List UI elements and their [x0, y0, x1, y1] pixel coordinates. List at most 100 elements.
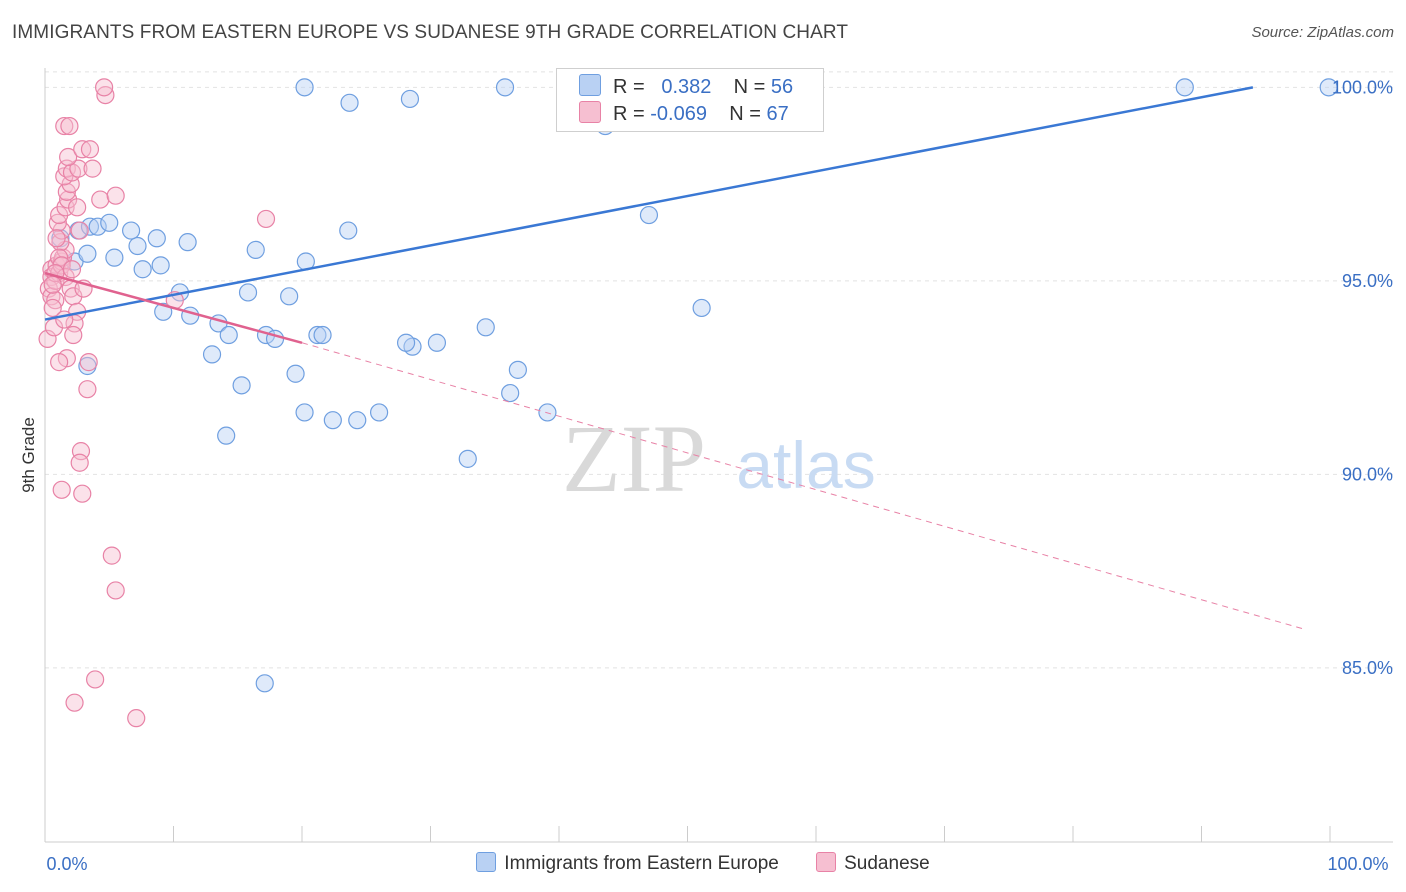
blue-point	[202, 345, 222, 364]
y-tick-label: 95.0%	[1342, 271, 1393, 291]
y-axis-label: 9th Grade	[19, 417, 38, 493]
blue-point	[639, 205, 659, 225]
pink-trend-line	[44, 271, 303, 344]
pink-point	[91, 190, 110, 209]
legend-pink-n-label: N =	[729, 103, 761, 125]
watermark-atlas: atlas	[736, 428, 875, 502]
blue-point	[1175, 78, 1194, 97]
pink-point	[106, 581, 125, 600]
blue-point	[238, 283, 258, 302]
pink-point	[70, 221, 89, 240]
data-points	[38, 78, 1338, 728]
watermark-zip: ZIP	[562, 405, 706, 512]
blue-point	[105, 248, 124, 267]
pink-point	[43, 275, 62, 294]
blue-point	[88, 217, 107, 236]
blue-point	[178, 233, 197, 252]
pink-point	[106, 186, 125, 205]
legend-item-sudanese[interactable]: Sudanese	[816, 852, 930, 875]
legend-swatch-sudanese	[816, 852, 837, 872]
blue-point	[121, 221, 141, 240]
legend-row-pink: R = -0.069 N = 67	[579, 101, 789, 127]
blue-point	[133, 260, 152, 279]
legend-pink-n-value: 67	[766, 103, 789, 125]
blue-point	[495, 78, 515, 97]
blue-point	[255, 674, 274, 693]
legend-blue-r-value: 0.382	[661, 76, 712, 98]
legend-label-eastern-europe: Immigrants from Eastern Europe	[504, 853, 779, 874]
pink-point	[47, 229, 66, 248]
blue-point	[348, 411, 367, 430]
legend-blue-n-value: 56	[770, 76, 794, 98]
blue-point	[217, 426, 236, 445]
blue-point	[370, 403, 389, 422]
pink-point	[55, 116, 74, 136]
legend-item-eastern-europe[interactable]: Immigrants from Eastern Europe	[476, 852, 779, 875]
blue-point	[51, 229, 70, 248]
series-legend: Immigrants from Eastern Europe Sudanese	[0, 852, 1406, 875]
pink-point	[256, 209, 276, 229]
blue-point	[340, 93, 359, 112]
pink-point	[96, 85, 115, 105]
pink-point	[69, 159, 88, 178]
pink-point	[59, 147, 78, 167]
blue-point	[295, 78, 314, 97]
pink-point	[95, 78, 114, 97]
blue-point	[219, 325, 238, 345]
blue-point	[1319, 78, 1338, 97]
pink-point	[73, 140, 92, 159]
pink-point	[48, 213, 67, 232]
blue-point	[78, 244, 97, 263]
pink-point	[68, 198, 87, 217]
legend-pink-r-value: -0.069	[650, 103, 707, 125]
grid-lines	[45, 71, 1395, 669]
y-tick-label: 85.0%	[1342, 658, 1393, 678]
blue-point	[128, 236, 147, 256]
blue-point	[147, 229, 166, 248]
axes	[44, 68, 1393, 843]
blue-point	[508, 360, 527, 379]
pink-point	[70, 453, 89, 472]
blue-point	[280, 287, 299, 306]
pink-point	[83, 159, 102, 178]
blue-point	[427, 333, 447, 352]
legend-row-blue: R = 0.382 N = 56	[579, 74, 793, 100]
watermark: ZIP atlas	[562, 405, 876, 512]
pink-trend-extension	[301, 342, 1305, 630]
legend-blue-r-label: R =	[613, 76, 645, 98]
pink-point	[102, 546, 121, 565]
y-tick-label: 100.0%	[1332, 77, 1393, 97]
axis-labels: 85.0% 90.0% 95.0% 100.0% 0.0% 100.0% 9th Grade	[19, 77, 1393, 874]
legend-blue-n-label: N =	[733, 76, 766, 98]
pink-point	[127, 709, 146, 728]
legend-label-sudanese: Sudanese	[844, 853, 930, 874]
blue-point	[692, 298, 711, 318]
pink-point	[80, 140, 100, 159]
legend-pink-r-label: R =	[613, 103, 645, 125]
pink-point	[65, 693, 84, 712]
correlation-legend: R = 0.382 N = 56 R = -0.069 N = 67	[556, 68, 824, 132]
blue-point	[458, 449, 477, 468]
pink-point	[38, 329, 57, 348]
blue-point	[400, 89, 420, 109]
blue-point	[80, 217, 100, 236]
pink-point	[78, 380, 97, 399]
chart-title: IMMIGRANTS FROM EASTERN EUROPE VS SUDANE…	[12, 22, 849, 43]
legend-swatch-blue	[579, 74, 601, 96]
trend-lines	[44, 86, 1305, 630]
x-tick-label-min: 0.0%	[46, 854, 87, 874]
blue-point	[323, 411, 342, 430]
blue-point	[295, 403, 314, 422]
blue-trend-line	[44, 86, 1254, 321]
blue-point	[396, 333, 416, 352]
blue-point	[286, 364, 305, 383]
y-tick-label: 90.0%	[1342, 464, 1393, 484]
blue-point	[246, 240, 265, 259]
blue-point	[476, 318, 495, 337]
pink-point	[73, 484, 92, 503]
x-tick-label-max: 100.0%	[1327, 854, 1388, 874]
pink-point	[50, 353, 69, 372]
legend-swatch-pink	[579, 101, 601, 123]
pink-point	[43, 298, 62, 318]
blue-point	[232, 376, 251, 395]
